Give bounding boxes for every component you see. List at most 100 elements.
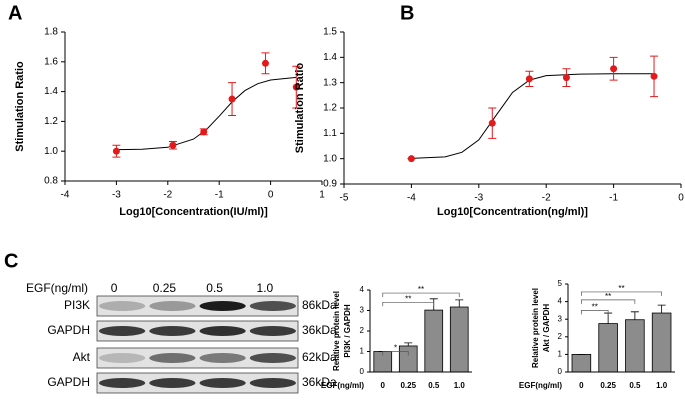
error-bar [604,312,613,324]
blot-strip [96,295,299,317]
significance-label: ** [418,285,424,294]
protein-label: GAPDH [47,375,90,389]
error-bar [404,342,413,346]
blot-band [199,378,246,388]
bar [598,323,618,373]
y-tick-label: 1.4 [323,52,337,63]
bar [571,353,592,373]
y-tick-label: 2 [558,332,563,341]
significance-bracket [382,351,409,356]
y-tick-label: 1.2 [323,103,337,114]
x-tick-label: 0 [678,193,684,204]
significance-bracket [382,301,435,307]
y-tick-label: 1.4 [44,86,58,97]
treatment-label: EGF(ng/ml) [26,281,88,295]
y-axis-label: Relative protein level [531,288,540,368]
x-tick-label: -2 [542,193,551,204]
y-tick-label: 1.8 [44,27,58,38]
error-bar [657,304,666,314]
size-label: 62kDa [302,350,337,364]
y-tick-label: 0 [558,367,563,376]
size-label: 86kDa [302,298,337,312]
x-tick-label: 1.0 [656,381,668,390]
bar [625,319,645,373]
significance-label: ** [605,292,611,301]
y-tick-label: 2 [360,326,365,335]
y-tick-label: 1 [360,347,365,356]
y-axis-label: Stimulation Ratio [14,61,26,152]
x-tick-label: -3 [112,190,121,201]
fit-curve [116,76,297,151]
blot-band [99,353,146,363]
error-bar [630,311,639,320]
data-point [525,75,533,83]
y-tick-label: 0.8 [44,176,58,187]
bar [449,306,469,373]
size-label: 36kDa [302,323,337,337]
blot-band [149,326,196,336]
x-tick-label: -2 [163,190,172,201]
blot-band [249,301,296,311]
panel-label: A [8,2,22,24]
protein-label: GAPDH [47,323,90,337]
blot-band [249,378,296,388]
blot-band [199,353,246,363]
data-point [292,83,300,91]
data-point [261,59,269,67]
data-point [112,147,120,155]
blot-band [149,378,196,388]
y-axis-label: PI3K / GAPDH [343,304,352,358]
y-axis-label: Relative protein level [332,291,341,371]
y-tick-label: 0.9 [323,179,337,190]
blot-band [99,326,146,336]
bar [398,345,418,373]
data-point [407,155,415,163]
x-tick-label: -4 [407,193,416,204]
data-point [650,72,658,80]
blot-band [149,353,196,363]
blot-strip [96,347,299,369]
significance-bracket [581,310,609,315]
x-axis-label: Log10[Concentration(ng/ml)] [437,206,588,218]
x-tick-label: 0.5 [428,381,440,390]
x-tick-label: 0.25 [400,381,416,390]
x-tick-label: 0.5 [629,381,641,390]
y-tick-label: 1 [558,350,563,359]
y-tick-label: 1.3 [323,77,337,88]
dose-label: 0.5 [206,281,223,295]
x-axis-label: EGF(ng/ml) [519,381,562,390]
y-tick-label: 1.2 [44,116,58,127]
significance-label: ** [618,284,624,293]
significance-bracket [581,291,662,296]
y-tick-label: 1.5 [323,27,337,38]
data-point [562,74,570,82]
blot-band [199,301,246,311]
x-tick-label: 1 [319,190,325,201]
x-tick-label: 1.0 [454,381,466,390]
y-tick-label: 3 [558,314,563,323]
y-tick-label: 1.6 [44,56,58,67]
panel-label: C [4,250,18,272]
y-tick-label: 3 [360,306,365,315]
blot-band [99,378,146,388]
x-tick-label: 0 [268,190,274,201]
significance-label: * [394,344,397,353]
fit-curve [411,73,654,159]
panel-label: B [400,2,414,24]
data-point [169,141,177,149]
error-bar [455,299,464,308]
y-axis-label: Stimulation Ratio [294,63,306,154]
significance-bracket [581,299,636,304]
x-tick-label: 0 [381,381,386,390]
y-tick-label: 4 [360,285,365,294]
dose-label: 0 [111,281,118,295]
blot-band [149,301,196,311]
x-tick-label: 0.25 [600,381,616,390]
x-tick-label: -1 [215,190,224,201]
y-tick-label: 4 [558,297,563,306]
blot-band [249,353,296,363]
protein-label: Akt [73,350,91,364]
significance-label: ** [405,294,411,303]
y-tick-label: 5 [558,279,563,288]
